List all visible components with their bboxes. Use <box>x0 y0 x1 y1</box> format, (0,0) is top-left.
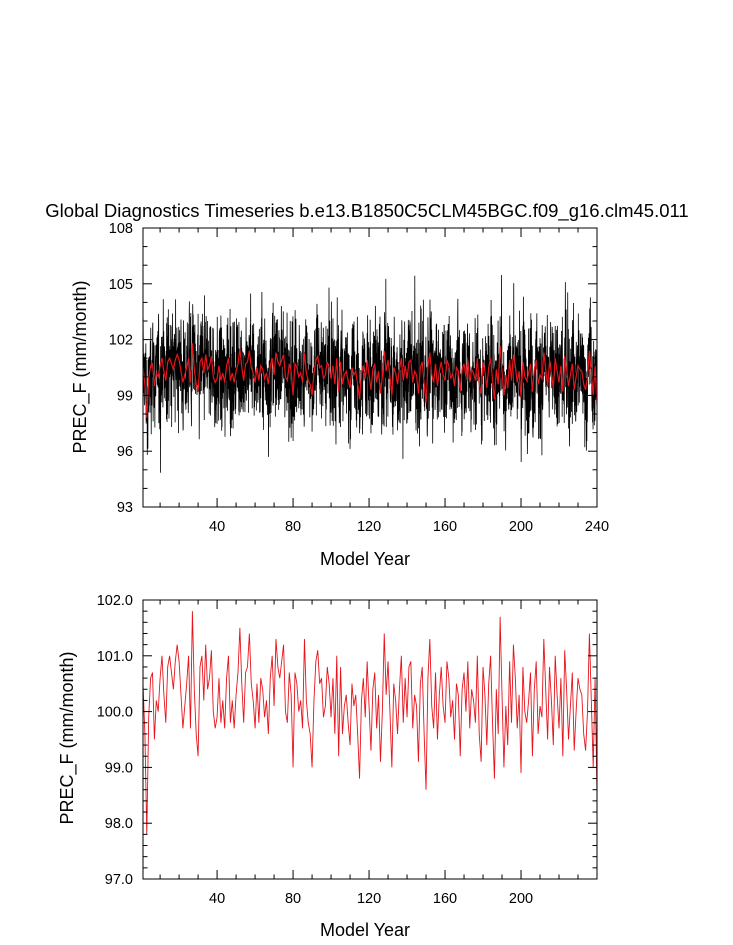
top-y-tick-label: 93 <box>117 500 133 516</box>
top-x-tick-label: 40 <box>209 519 225 535</box>
top-y-tick-label: 99 <box>117 388 133 404</box>
top-y-axis-label: PREC_F (mm/month) <box>70 280 91 453</box>
bottom-x-tick-label: 200 <box>509 891 533 907</box>
top-x-tick-label: 160 <box>433 519 457 535</box>
bottom-panel: 40 80 120 160 200 97.0 98.0 99.0 100.0 101.0 102.… <box>57 593 598 940</box>
top-y-tick-labels: 93 96 99 102 105 108 <box>109 221 133 516</box>
annual-mean-series-line <box>143 611 597 835</box>
bottom-x-tick-labels: 40 80 120 160 200 <box>209 891 533 907</box>
bottom-axis-ticks <box>143 599 598 880</box>
bottom-plot-frame <box>142 599 598 880</box>
bottom-y-tick-label: 100.0 <box>97 705 133 721</box>
top-x-tick-label: 240 <box>585 519 609 535</box>
bottom-y-tick-label: 97.0 <box>105 872 133 888</box>
bottom-y-axis-label: PREC_F (mm/month) <box>57 651 78 824</box>
top-plot-frame <box>142 227 598 508</box>
bottom-y-tick-label: 99.0 <box>105 760 133 776</box>
top-panel: 40 80 120 160 200 240 93 96 99 102 105 108 Model Y… <box>70 221 609 569</box>
top-plot-data <box>143 274 597 473</box>
bottom-x-tick-label: 160 <box>433 891 457 907</box>
bottom-y-tick-labels: 97.0 98.0 99.0 100.0 101.0 102.0 <box>97 593 133 888</box>
top-x-tick-label: 80 <box>285 519 301 535</box>
bottom-x-axis-label: Model Year <box>320 920 410 940</box>
top-y-tick-label: 105 <box>109 277 133 293</box>
bottom-y-tick-label: 102.0 <box>97 593 133 609</box>
bottom-x-tick-label: 120 <box>357 891 381 907</box>
top-x-axis-label: Model Year <box>320 549 410 569</box>
monthly-series-line <box>143 274 597 473</box>
top-y-tick-label: 102 <box>109 333 133 349</box>
bottom-x-tick-label: 80 <box>285 891 301 907</box>
bottom-y-tick-label: 98.0 <box>105 816 133 832</box>
top-x-tick-label: 120 <box>357 519 381 535</box>
chart-title: Global Diagnostics Timeseries b.e13.B185… <box>45 200 688 222</box>
bottom-y-tick-label: 101.0 <box>97 649 133 665</box>
bottom-x-tick-label: 40 <box>209 891 225 907</box>
top-x-tick-labels: 40 80 120 160 200 240 <box>209 519 609 535</box>
annual-mean-series-line <box>143 343 597 418</box>
top-y-tick-label: 96 <box>117 444 133 460</box>
bottom-plot-data <box>143 611 597 835</box>
top-x-tick-label: 200 <box>509 519 533 535</box>
top-y-tick-label: 108 <box>109 221 133 237</box>
top-axis-ticks <box>143 227 598 508</box>
